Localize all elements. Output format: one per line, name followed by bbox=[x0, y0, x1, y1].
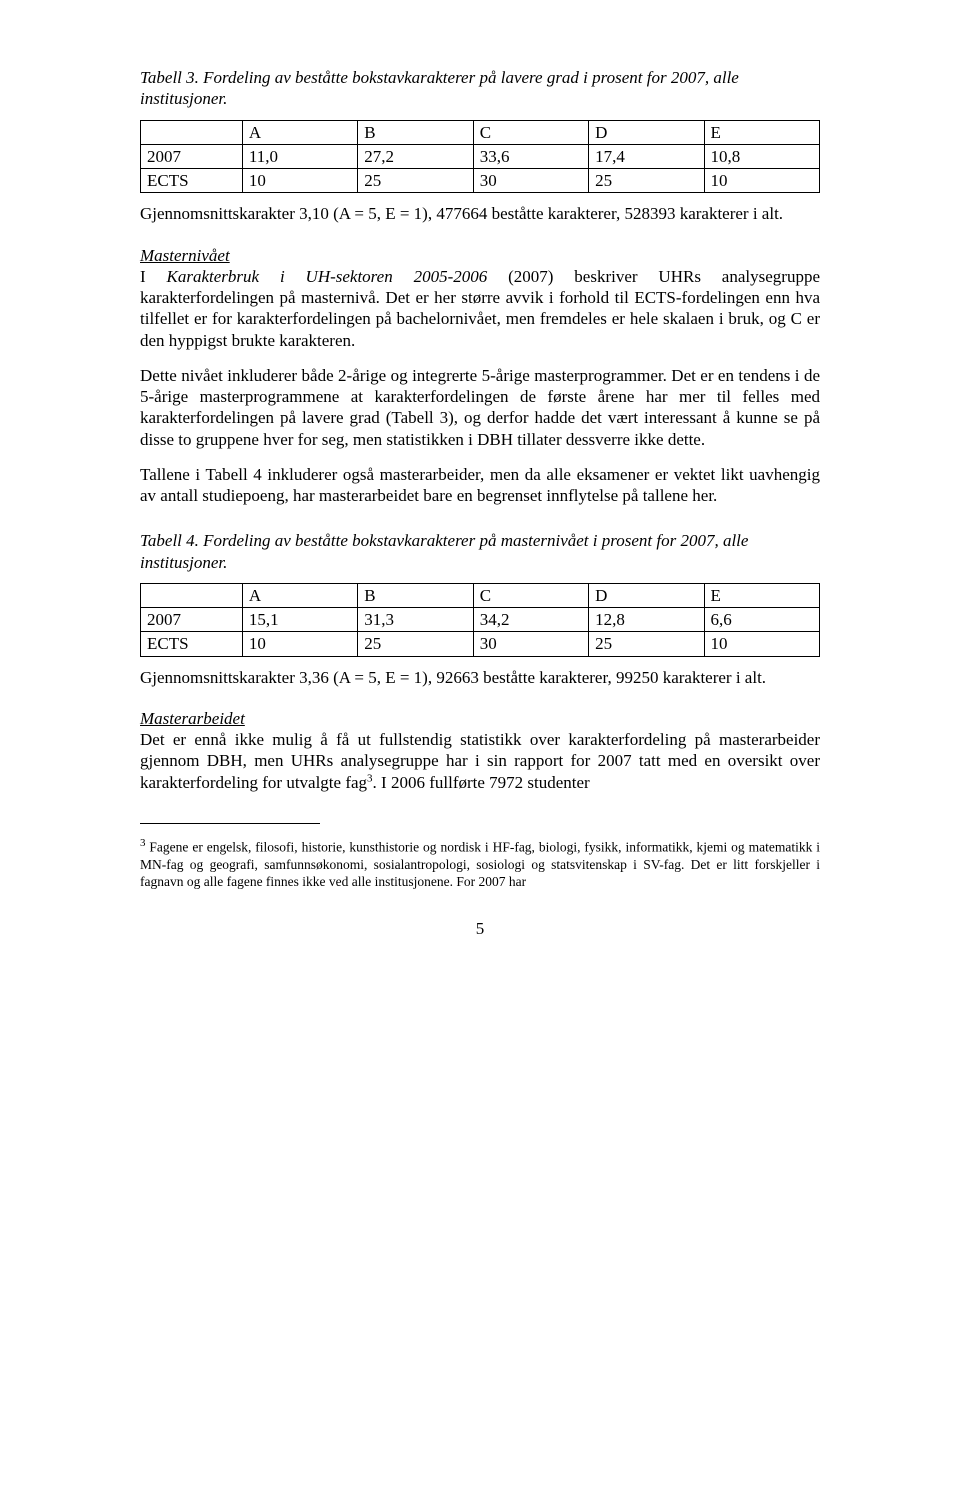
footnote: 3 Fagene er engelsk, filosofi, historie,… bbox=[140, 837, 820, 890]
cell-value: 33,6 bbox=[473, 144, 588, 168]
table-row: 2007 11,0 27,2 33,6 17,4 10,8 bbox=[141, 144, 820, 168]
cell-value: 25 bbox=[589, 169, 704, 193]
table-row: A B C D E bbox=[141, 583, 820, 607]
cell-value: 25 bbox=[358, 632, 473, 656]
cell-header: E bbox=[704, 120, 819, 144]
cell-rowlabel: 2007 bbox=[141, 608, 243, 632]
cell-value: 30 bbox=[473, 169, 588, 193]
table3: A B C D E 2007 11,0 27,2 33,6 17,4 10,8 … bbox=[140, 120, 820, 194]
footnote-text: Fagene er engelsk, filosofi, historie, k… bbox=[140, 840, 820, 889]
cell-empty bbox=[141, 120, 243, 144]
cell-header: B bbox=[358, 583, 473, 607]
cell-value: 6,6 bbox=[704, 608, 819, 632]
cell-value: 10 bbox=[704, 632, 819, 656]
cell-value: 12,8 bbox=[589, 608, 704, 632]
cell-header: E bbox=[704, 583, 819, 607]
text-italic: Karakterbruk i UH-sektoren 2005-2006 bbox=[167, 267, 488, 286]
cell-value: 11,0 bbox=[242, 144, 357, 168]
cell-value: 30 bbox=[473, 632, 588, 656]
cell-value: 27,2 bbox=[358, 144, 473, 168]
table-row: 2007 15,1 31,3 34,2 12,8 6,6 bbox=[141, 608, 820, 632]
table-row: ECTS 10 25 30 25 10 bbox=[141, 169, 820, 193]
document-page: Tabell 3. Fordeling av beståtte bokstavk… bbox=[70, 0, 890, 970]
paragraph: Det er ennå ikke mulig å få ut fullstend… bbox=[140, 729, 820, 793]
heading-masterarbeidet: Masterarbeidet bbox=[140, 708, 820, 729]
cell-rowlabel: ECTS bbox=[141, 169, 243, 193]
heading-masternivaet: Masternivået bbox=[140, 245, 820, 266]
cell-value: 10 bbox=[242, 169, 357, 193]
cell-value: 25 bbox=[589, 632, 704, 656]
table-row: ECTS 10 25 30 25 10 bbox=[141, 632, 820, 656]
cell-value: 10 bbox=[242, 632, 357, 656]
cell-header: C bbox=[473, 120, 588, 144]
cell-rowlabel: ECTS bbox=[141, 632, 243, 656]
cell-value: 31,3 bbox=[358, 608, 473, 632]
page-number: 5 bbox=[140, 918, 820, 939]
paragraph: Tallene i Tabell 4 inkluderer også maste… bbox=[140, 464, 820, 507]
cell-value: 34,2 bbox=[473, 608, 588, 632]
paragraph: Dette nivået inkluderer både 2-årige og … bbox=[140, 365, 820, 450]
cell-rowlabel: 2007 bbox=[141, 144, 243, 168]
cell-header: A bbox=[242, 583, 357, 607]
table4: A B C D E 2007 15,1 31,3 34,2 12,8 6,6 E… bbox=[140, 583, 820, 657]
table4-caption: Tabell 4. Fordeling av beståtte bokstavk… bbox=[140, 530, 820, 573]
cell-header: A bbox=[242, 120, 357, 144]
cell-header: D bbox=[589, 583, 704, 607]
stat-line-2: Gjennomsnittskarakter 3,36 (A = 5, E = 1… bbox=[140, 667, 820, 688]
cell-value: 17,4 bbox=[589, 144, 704, 168]
cell-header: B bbox=[358, 120, 473, 144]
cell-value: 10,8 bbox=[704, 144, 819, 168]
cell-value: 10 bbox=[704, 169, 819, 193]
cell-value: 25 bbox=[358, 169, 473, 193]
table3-caption: Tabell 3. Fordeling av beståtte bokstavk… bbox=[140, 67, 820, 110]
cell-value: 15,1 bbox=[242, 608, 357, 632]
table-row: A B C D E bbox=[141, 120, 820, 144]
text-fragment: I bbox=[140, 267, 167, 286]
cell-header: D bbox=[589, 120, 704, 144]
cell-header: C bbox=[473, 583, 588, 607]
paragraph: I Karakterbruk i UH-sektoren 2005-2006 (… bbox=[140, 266, 820, 351]
cell-empty bbox=[141, 583, 243, 607]
footnote-separator bbox=[140, 823, 320, 824]
text-fragment: . I 2006 fullførte 7972 studenter bbox=[373, 773, 590, 792]
stat-line-1: Gjennomsnittskarakter 3,10 (A = 5, E = 1… bbox=[140, 203, 820, 224]
